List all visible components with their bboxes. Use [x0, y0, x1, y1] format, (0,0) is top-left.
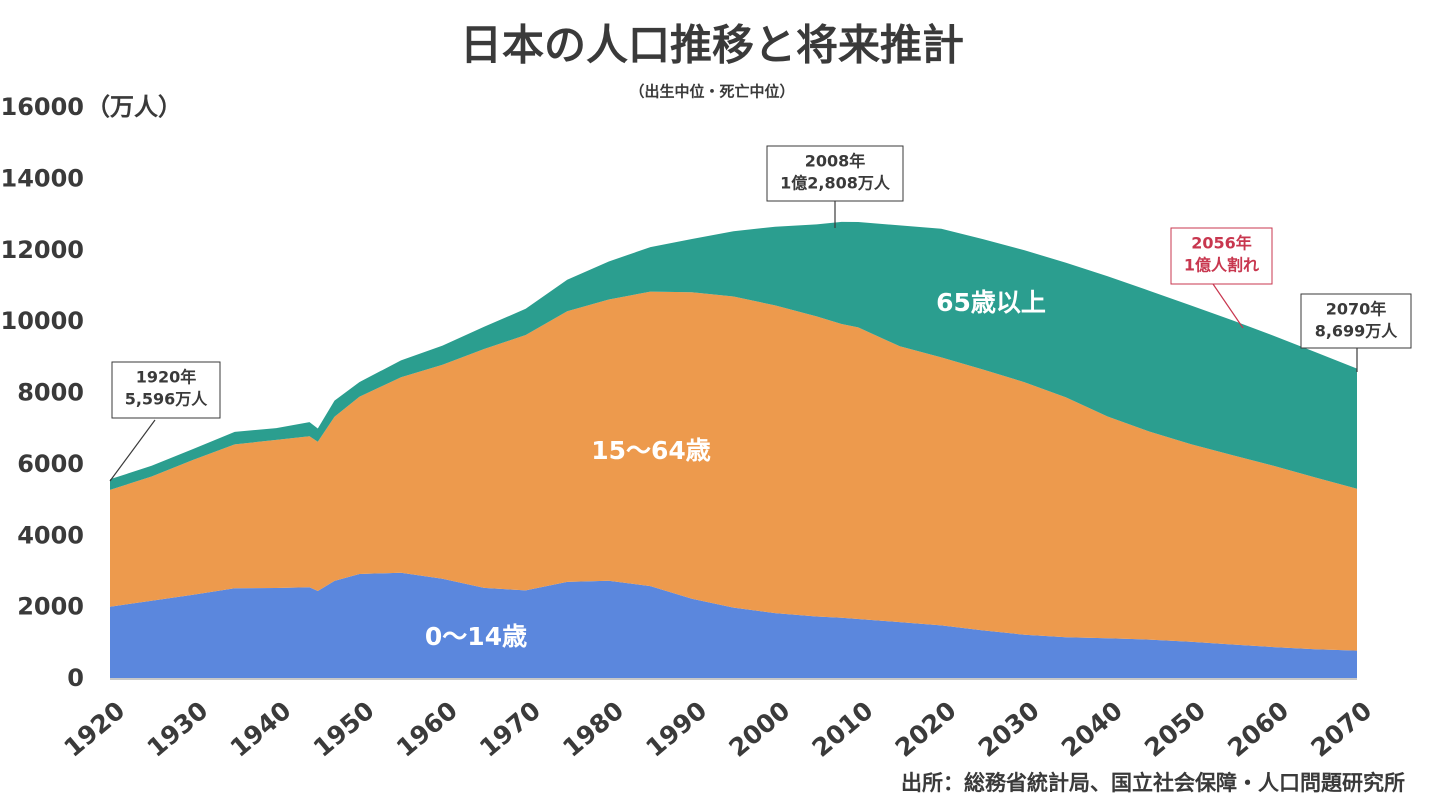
area	[110, 291, 1357, 651]
chart-title: 日本の人口推移と将来推計	[460, 21, 964, 70]
x-tick-label: 1970	[474, 696, 546, 763]
x-tick-label: 1980	[557, 696, 629, 763]
annotation-text: 5,596万人	[125, 390, 209, 409]
x-tick-label: 2020	[890, 696, 962, 763]
x-tick-label: 1920	[58, 696, 130, 763]
series-label: 0～14歳	[425, 622, 527, 651]
annotation-text: 2070年	[1326, 300, 1387, 319]
annotation-box	[766, 145, 904, 202]
annotation-text: 8,699万人	[1315, 322, 1399, 341]
x-tick-label: 1930	[142, 696, 214, 763]
x-tick-label: 2050	[1139, 696, 1211, 763]
annotation-text: 2008年	[805, 152, 866, 171]
y-tick-label: 10000	[1, 307, 85, 335]
y-tick-label: 0	[67, 664, 84, 692]
x-tick-label: 1940	[225, 696, 297, 763]
annotation-leader	[1212, 283, 1244, 329]
y-tick-label: 14000	[1, 164, 85, 192]
annotation-leader	[109, 419, 156, 482]
source: 出所：総務省統計局、国立社会保障・人口問題研究所	[901, 771, 1405, 795]
y-unit: （万人）	[86, 93, 182, 121]
x-tick-label: 2040	[1056, 696, 1128, 763]
y-tick-label: 12000	[1, 236, 85, 264]
chart-subtitle: （出生中位・死亡中位）	[629, 83, 794, 101]
annotation-box	[1300, 293, 1412, 349]
area	[110, 221, 1357, 490]
y-tick-label: 16000	[1, 93, 85, 121]
series-label: 15～64歳	[591, 436, 711, 465]
x-tick-label: 1990	[640, 696, 712, 763]
x-tick-label: 2060	[1222, 696, 1294, 763]
x-tick-label: 1960	[391, 696, 463, 763]
annotation-text: 2056年	[1191, 234, 1252, 253]
annotation-box	[111, 361, 221, 419]
y-tick-label: 4000	[17, 521, 84, 549]
area	[110, 572, 1357, 679]
x-tick-label: 2010	[807, 696, 879, 763]
annotation-text: 1920年	[136, 368, 197, 387]
y-tick-label: 8000	[17, 379, 84, 407]
x-tick-label: 2000	[723, 696, 795, 763]
x-tick-label: 1950	[308, 696, 380, 763]
annotation-box	[1170, 227, 1273, 285]
annotation-text: 1億人割れ	[1184, 256, 1259, 275]
x-tick-label: 2070	[1305, 696, 1377, 763]
x-tick-label: 2030	[973, 696, 1045, 763]
series-label: 65歳以上	[936, 288, 1046, 317]
y-tick-label: 2000	[17, 593, 84, 621]
annotation-text: 1億2,808万人	[780, 174, 891, 193]
y-tick-label: 6000	[17, 450, 84, 478]
